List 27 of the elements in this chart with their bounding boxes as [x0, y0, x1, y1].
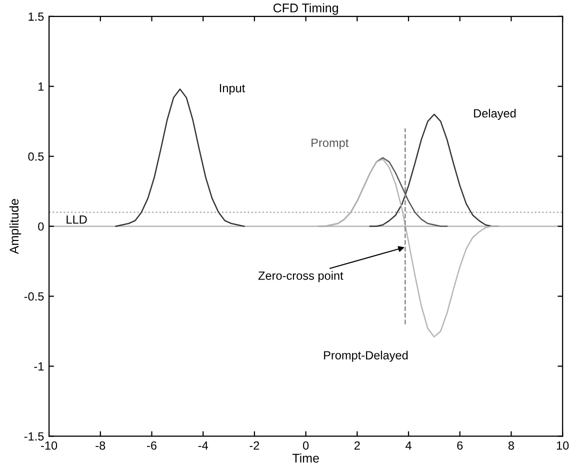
x-tick-label: 4: [406, 441, 412, 450]
annotation: Zero-cross point: [258, 271, 344, 282]
x-tick-label: 2: [354, 441, 360, 450]
text: Input: [220, 84, 246, 95]
x-tick-label: 0: [302, 441, 309, 450]
y-tick-label: -0.5: [24, 292, 44, 301]
x-tick-label: 6: [457, 441, 463, 450]
y-axis-title: Amplitude: [9, 199, 22, 254]
x-tick-label: -10: [41, 441, 58, 450]
x-tick-label: -4: [198, 441, 208, 450]
y-tick-label: -1: [34, 362, 44, 370]
y-tick-label: 1: [38, 82, 44, 91]
x-axis-title: Time: [292, 453, 319, 463]
y-tick-label: 0: [38, 222, 44, 231]
x-tick-label: 8: [508, 441, 514, 450]
y-tick-label: 0.5: [28, 152, 44, 161]
y-tick-label: -1.5: [24, 432, 44, 441]
y-tick-label: 1.5: [28, 12, 44, 21]
x-tick-label: -2: [250, 441, 260, 450]
ref-line-label: LLD: [66, 216, 87, 224]
x-tick-label: -8: [96, 441, 106, 450]
chart-title: CFD Timing: [273, 3, 338, 15]
text: Prompt-Delayed: [324, 350, 408, 362]
x-tick-label: -6: [147, 441, 156, 450]
x-tick-label: 10: [556, 441, 569, 450]
text: Delayed: [474, 108, 516, 120]
text: Prompt: [312, 138, 349, 150]
